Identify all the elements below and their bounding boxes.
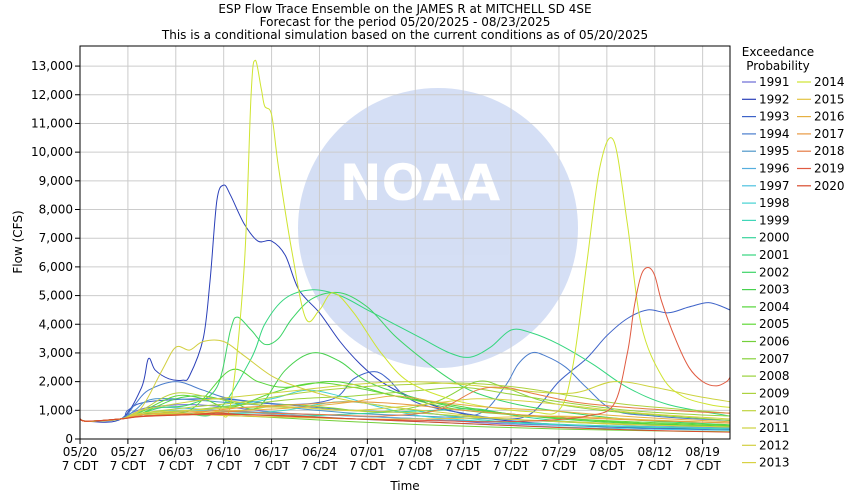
legend-label-2014: 2014 — [814, 75, 845, 89]
x-tick-label: 07/01 — [350, 445, 385, 459]
x-tick-label-time: 7 CDT — [62, 459, 99, 473]
y-axis-ticks: 0 1,000 2,000 3,000 4,000 5,000 6,000 7,000 8,00… — [31, 59, 80, 446]
legend-label-2013: 2013 — [759, 456, 790, 470]
legend-label-2001: 2001 — [759, 248, 790, 262]
legend-label-2019: 2019 — [814, 162, 845, 176]
legend-label-1995: 1995 — [759, 144, 790, 158]
legend-label-2017: 2017 — [814, 127, 845, 141]
legend-label-2008: 2008 — [759, 369, 790, 383]
y-tick-label: 11,000 — [31, 116, 73, 130]
x-tick-label: 07/29 — [542, 445, 577, 459]
legend-label-2000: 2000 — [759, 231, 790, 245]
legend-label-2015: 2015 — [814, 92, 845, 106]
x-tick-label-time: 7 CDT — [301, 459, 338, 473]
x-axis-label: Time — [389, 479, 419, 493]
y-tick-label: 10,000 — [31, 145, 73, 159]
x-tick-label-time: 7 CDT — [110, 459, 147, 473]
y-tick-label: 0 — [65, 432, 73, 446]
x-tick-label: 08/19 — [685, 445, 720, 459]
x-tick-label-time: 7 CDT — [589, 459, 626, 473]
legend-label-2005: 2005 — [759, 317, 790, 331]
y-tick-label: 4,000 — [39, 317, 73, 331]
legend: Exceedance Probability 19911992199319941… — [742, 45, 845, 470]
series-line-2020 — [79, 412, 731, 433]
chart-title: ESP Flow Trace Ensemble on the JAMES R a… — [218, 2, 591, 16]
x-tick-label: 05/20 — [63, 445, 98, 459]
y-tick-label: 9,000 — [39, 174, 73, 188]
legend-label-2011: 2011 — [759, 421, 790, 435]
x-tick-label: 07/08 — [398, 445, 433, 459]
legend-label-2010: 2010 — [759, 404, 790, 418]
legend-label-1999: 1999 — [759, 213, 790, 227]
legend-label-1998: 1998 — [759, 196, 790, 210]
chart-subtitle-2: This is a conditional simulation based o… — [161, 28, 648, 42]
legend-label-2016: 2016 — [814, 110, 845, 124]
series-line-2014 — [79, 59, 731, 422]
x-tick-label-time: 7 CDT — [493, 459, 530, 473]
x-tick-label-time: 7 CDT — [349, 459, 386, 473]
x-tick-label: 06/17 — [254, 445, 289, 459]
legend-title: Exceedance — [742, 45, 814, 59]
legend-label-2003: 2003 — [759, 283, 790, 297]
x-tick-label: 06/24 — [302, 445, 337, 459]
x-tick-label-time: 7 CDT — [684, 459, 721, 473]
legend-label-2009: 2009 — [759, 386, 790, 400]
legend-label-2006: 2006 — [759, 335, 790, 349]
legend-label-1997: 1997 — [759, 179, 790, 193]
legend-items: 1991 1992 1993 1994 1995 1996 1997 1998 1999 2000… — [742, 75, 845, 470]
y-tick-label: 13,000 — [31, 59, 73, 73]
noaa-logo-circle — [298, 88, 578, 368]
series-lines — [79, 59, 731, 433]
series-line-2002 — [79, 291, 731, 426]
plot-frame — [79, 45, 731, 440]
series-line-2012 — [79, 339, 731, 428]
x-tick-label-time: 7 CDT — [253, 459, 290, 473]
legend-label-2018: 2018 — [814, 144, 845, 158]
y-tick-label: 7,000 — [39, 231, 73, 245]
x-tick-label: 07/22 — [494, 445, 529, 459]
legend-label-1991: 1991 — [759, 75, 790, 89]
legend-title-2: Probability — [746, 59, 809, 73]
noaa-logo-text: NOAA — [340, 154, 501, 212]
y-tick-label: 2,000 — [39, 375, 73, 389]
y-tick-label: 5,000 — [39, 289, 73, 303]
y-tick-label: 8,000 — [39, 203, 73, 217]
x-tick-label-time: 7 CDT — [397, 459, 434, 473]
x-tick-label-time: 7 CDT — [637, 459, 674, 473]
series-line-2011 — [79, 380, 731, 422]
x-tick-label-time: 7 CDT — [158, 459, 195, 473]
y-tick-label: 1,000 — [39, 403, 73, 417]
x-tick-label-time: 7 CDT — [541, 459, 578, 473]
legend-label-1992: 1992 — [759, 92, 790, 106]
x-tick-label: 06/03 — [158, 445, 193, 459]
series-line-1992 — [79, 184, 731, 430]
x-tick-label: 06/10 — [206, 445, 241, 459]
plot-background — [80, 46, 730, 439]
x-tick-label: 07/15 — [446, 445, 481, 459]
x-tick-label-time: 7 CDT — [205, 459, 242, 473]
legend-label-2004: 2004 — [759, 300, 790, 314]
legend-label-2012: 2012 — [759, 438, 790, 452]
x-tick-label: 05/27 — [111, 445, 146, 459]
legend-label-1996: 1996 — [759, 162, 790, 176]
plot-area: NOAA — [79, 45, 731, 440]
y-tick-label: 12,000 — [31, 88, 73, 102]
y-axis-label: Flow (CFS) — [11, 210, 25, 273]
legend-label-2002: 2002 — [759, 265, 790, 279]
chart-subtitle: Forecast for the period 05/20/2025 - 08/… — [260, 15, 551, 29]
legend-label-2007: 2007 — [759, 352, 790, 366]
y-tick-label: 3,000 — [39, 346, 73, 360]
legend-label-1993: 1993 — [759, 110, 790, 124]
x-tick-label: 08/12 — [637, 445, 672, 459]
noaa-watermark: NOAA — [298, 88, 578, 368]
y-tick-label: 6,000 — [39, 260, 73, 274]
x-tick-label-time: 7 CDT — [445, 459, 482, 473]
legend-label-2020: 2020 — [814, 179, 845, 193]
legend-label-1994: 1994 — [759, 127, 790, 141]
x-tick-label: 08/05 — [590, 445, 625, 459]
